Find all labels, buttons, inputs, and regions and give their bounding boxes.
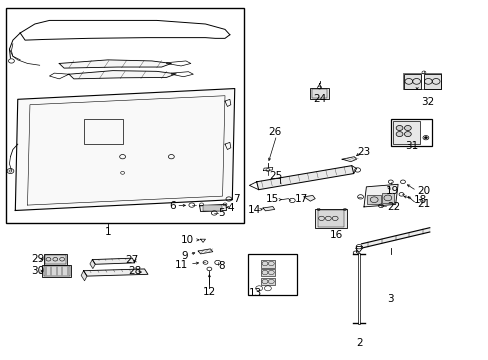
Text: 11: 11 [175,260,188,270]
Text: 17: 17 [294,194,307,204]
Polygon shape [361,228,429,248]
Text: 18: 18 [413,195,427,206]
Text: 24: 24 [312,94,325,104]
Polygon shape [90,260,95,269]
Text: 6: 6 [169,201,176,211]
Text: 22: 22 [386,202,399,212]
Text: 21: 21 [417,199,430,210]
Text: 27: 27 [125,255,138,265]
Text: 26: 26 [267,127,281,137]
Polygon shape [263,207,274,211]
Text: 10: 10 [181,235,194,245]
Circle shape [404,126,410,131]
Bar [390,119,431,146]
Polygon shape [59,60,171,68]
Bar [5,8,244,223]
Polygon shape [363,184,397,207]
Bar [315,209,346,228]
Text: 28: 28 [128,266,141,276]
Text: 2: 2 [355,338,362,348]
Polygon shape [15,89,234,211]
Text: 25: 25 [269,171,282,181]
Text: 12: 12 [203,287,216,297]
Bar [43,254,67,265]
Polygon shape [83,269,148,276]
Text: 29: 29 [31,254,44,264]
Text: 16: 16 [329,230,342,239]
Text: 4: 4 [227,203,234,213]
Circle shape [404,132,410,136]
Circle shape [395,126,402,131]
Text: 20: 20 [417,186,430,197]
Bar [317,211,344,226]
Text: 13: 13 [248,288,261,298]
Text: 9: 9 [182,251,188,261]
Polygon shape [341,157,356,162]
Polygon shape [81,271,87,281]
Circle shape [395,132,402,136]
Text: 31: 31 [404,141,418,151]
Bar [203,205,221,211]
Text: 8: 8 [218,261,225,271]
Bar [260,260,275,267]
Bar [311,89,327,98]
Polygon shape [69,71,176,79]
Text: 5: 5 [218,208,225,219]
Text: 15: 15 [265,194,278,204]
Text: 7: 7 [233,194,240,204]
Bar [45,255,65,264]
Bar [392,121,419,144]
Polygon shape [92,258,135,264]
Bar [83,119,122,144]
Polygon shape [256,166,353,190]
Bar [310,88,328,99]
Text: 19: 19 [385,186,398,197]
Polygon shape [304,195,315,201]
Text: 32: 32 [420,97,433,107]
Text: 3: 3 [386,294,393,304]
Text: 14: 14 [247,205,261,215]
Bar [366,195,380,204]
Bar [402,73,440,89]
Bar [248,254,297,296]
Text: 30: 30 [31,266,44,276]
Polygon shape [199,204,226,212]
Bar [423,74,440,89]
Text: 1: 1 [104,227,111,237]
Bar [43,266,70,276]
Polygon shape [198,249,212,254]
Bar [260,278,275,285]
Text: 23: 23 [357,147,370,157]
Circle shape [424,136,427,139]
Bar [381,193,393,203]
Bar [260,269,275,276]
Bar [42,265,71,277]
Bar [404,74,420,89]
